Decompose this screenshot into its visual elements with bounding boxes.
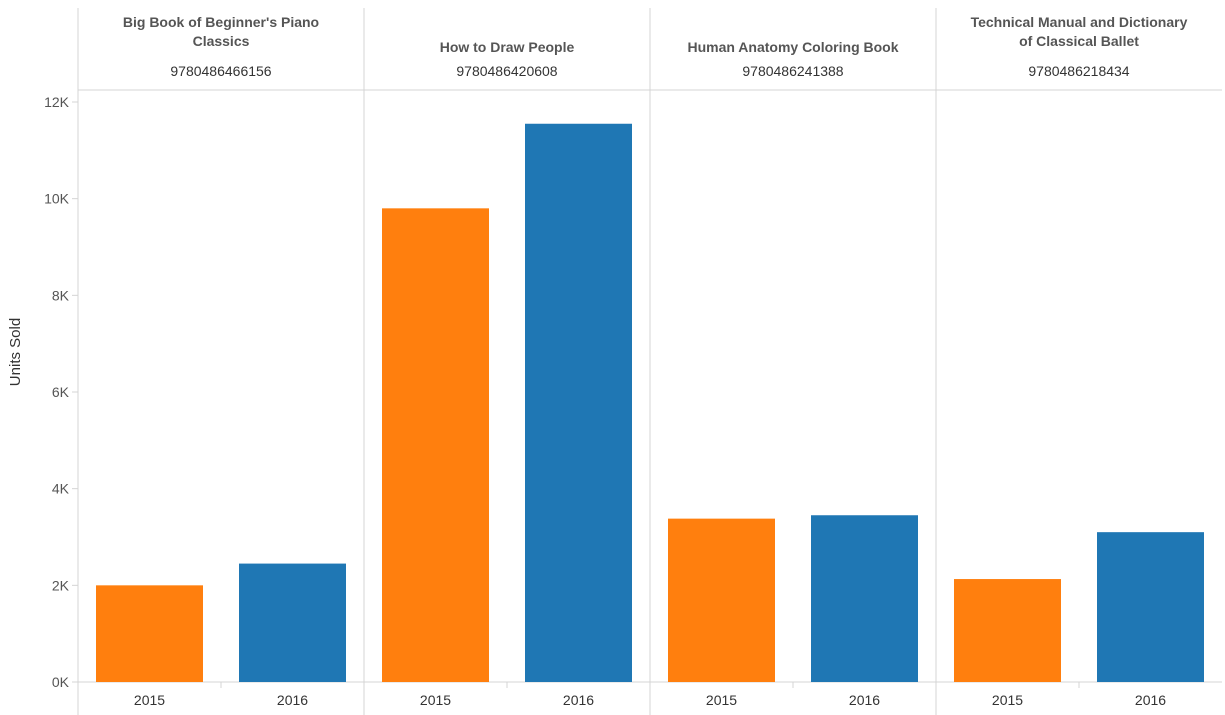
bar xyxy=(811,515,918,682)
panel-title: Big Book of Beginner's Piano xyxy=(123,14,319,30)
panel: Technical Manual and Dictionary of Classi… xyxy=(935,8,1204,715)
y-tick-label: 12K xyxy=(44,94,70,110)
panel: Big Book of Beginner's Piano Classics 9780… xyxy=(96,14,346,708)
panel-isbn: 9780486218434 xyxy=(1028,63,1129,79)
panel-isbn: 9780486241388 xyxy=(742,63,843,79)
x-tick-label: 2016 xyxy=(849,692,880,708)
panel-title: How to Draw People xyxy=(440,39,575,55)
x-tick-label: 2015 xyxy=(420,692,451,708)
bar xyxy=(239,563,346,682)
y-axis-label: Units Sold xyxy=(7,318,24,386)
y-axis: 0K 2K 4K 6K 8K 10K 12K xyxy=(44,94,78,690)
x-tick-label: 2016 xyxy=(1135,692,1166,708)
panel-title: of Classical Ballet xyxy=(1019,33,1139,49)
y-tick-label: 0K xyxy=(52,674,70,690)
x-tick-label: 2015 xyxy=(134,692,165,708)
bar xyxy=(954,579,1061,682)
bar xyxy=(525,123,632,682)
x-tick-label: 2015 xyxy=(706,692,737,708)
y-tick-label: 6K xyxy=(52,384,70,400)
x-tick-label: 2016 xyxy=(277,692,308,708)
panel-isbn: 9780486466156 xyxy=(170,63,271,79)
x-tick-label: 2015 xyxy=(992,692,1023,708)
bar xyxy=(96,585,203,682)
y-tick-label: 8K xyxy=(52,287,70,303)
bar xyxy=(382,208,489,683)
y-tick-label: 10K xyxy=(44,191,70,207)
panels: Big Book of Beginner's Piano Classics 9780… xyxy=(96,8,1204,715)
panel-title: Classics xyxy=(193,33,250,49)
bar xyxy=(668,518,775,682)
bar xyxy=(1097,532,1204,682)
panel-isbn: 9780486420608 xyxy=(456,63,557,79)
y-tick-label: 4K xyxy=(52,481,70,497)
x-tick-label: 2016 xyxy=(563,692,594,708)
panel-title: Technical Manual and Dictionary xyxy=(971,14,1188,30)
panel-title: Human Anatomy Coloring Book xyxy=(687,39,898,55)
panel: Human Anatomy Coloring Book 9780486241388… xyxy=(649,8,918,715)
panel: How to Draw People 9780486420608 2015 2016 xyxy=(363,8,632,715)
y-tick-label: 2K xyxy=(52,577,70,593)
